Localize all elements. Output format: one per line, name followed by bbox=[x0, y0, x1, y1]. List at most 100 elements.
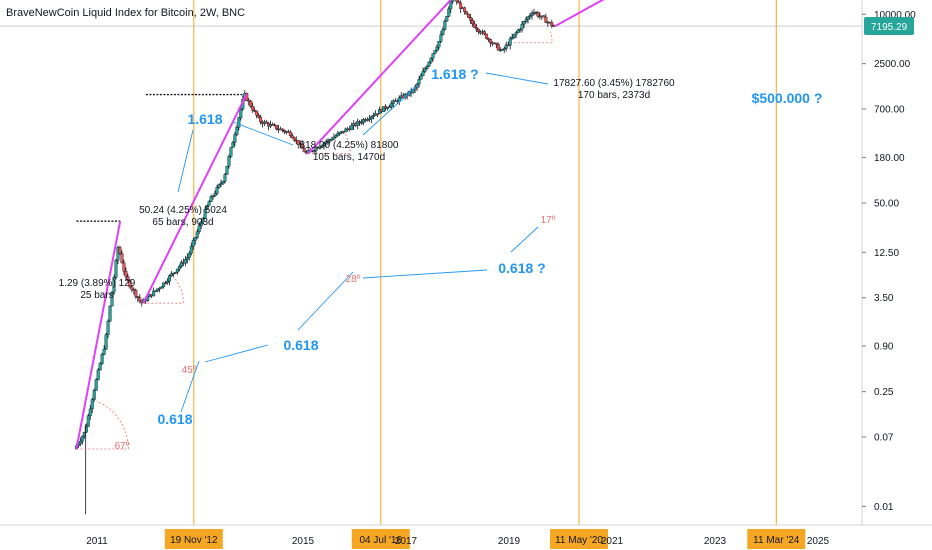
candle-body bbox=[292, 137, 296, 141]
chart-title: BraveNewCoin Liquid Index for Bitcoin, 2… bbox=[6, 7, 246, 19]
candle-body bbox=[259, 116, 263, 123]
candle-body bbox=[296, 139, 300, 146]
candle-body bbox=[520, 23, 524, 30]
date-badge-label: 11 May '20 bbox=[555, 535, 603, 546]
candle-body bbox=[217, 184, 221, 188]
candle-body bbox=[439, 34, 443, 42]
measure-label-1-sub: 25 bars bbox=[80, 290, 113, 301]
candle-body bbox=[457, 1, 461, 4]
candle-body bbox=[185, 257, 189, 260]
price-tick-label: 12.50 bbox=[874, 248, 899, 259]
price-tick-label: 0.90 bbox=[874, 342, 894, 353]
candle-body bbox=[112, 277, 116, 293]
candle-body bbox=[205, 205, 209, 210]
time-tick-label: 2017 bbox=[395, 536, 418, 547]
fib-label: 0.618 ? bbox=[498, 260, 545, 276]
candle-body bbox=[550, 22, 554, 26]
candle-body bbox=[162, 282, 166, 288]
date-highlight-lines: 19 Nov '12 04 Jul '16 11 May '20 11 Mar '24 bbox=[164, 0, 806, 549]
candle-body bbox=[326, 139, 330, 143]
candle-body bbox=[528, 15, 532, 18]
candle-body bbox=[96, 369, 100, 380]
candle-body bbox=[227, 156, 231, 167]
candle-body bbox=[195, 231, 199, 238]
date-badge bbox=[164, 529, 223, 549]
candle-body bbox=[158, 288, 162, 290]
candle-body bbox=[118, 247, 122, 254]
candle-body bbox=[506, 44, 510, 47]
candle-body bbox=[288, 131, 292, 136]
candle-body bbox=[336, 133, 340, 137]
trendline-cycle-4 bbox=[554, 0, 605, 27]
fib-label: 0.618 bbox=[157, 411, 192, 427]
candle-body bbox=[467, 13, 471, 18]
candle-body bbox=[389, 103, 393, 107]
candle-body bbox=[265, 121, 269, 124]
time-tick-label: 2021 bbox=[601, 536, 624, 547]
angle-arc bbox=[76, 400, 129, 450]
candle-body bbox=[169, 273, 173, 276]
candle-body bbox=[233, 134, 237, 143]
candle-body bbox=[302, 148, 306, 153]
candle-body bbox=[229, 147, 233, 157]
candle-body bbox=[350, 125, 354, 130]
measure-label-3-sub: 105 bars, 1470d bbox=[313, 152, 385, 163]
candle-body bbox=[362, 119, 366, 123]
fib-label: 1.618 ? bbox=[431, 66, 478, 82]
callout-line bbox=[485, 72, 549, 85]
angle-label: 28º bbox=[346, 274, 361, 285]
callouts bbox=[76, 31, 553, 450]
candle-body bbox=[201, 218, 205, 223]
candle-body bbox=[427, 61, 431, 67]
price-tick-label: 10000.00 bbox=[874, 10, 916, 21]
candle-body bbox=[502, 48, 506, 50]
candle-body bbox=[203, 209, 207, 219]
candlesticks bbox=[74, 0, 556, 515]
candle-body bbox=[381, 106, 385, 113]
candle-body bbox=[108, 305, 112, 322]
candle-body bbox=[136, 296, 140, 298]
candle-body bbox=[300, 143, 304, 149]
price-tick-label: 180.00 bbox=[874, 153, 905, 164]
target-label: $500.000 ? bbox=[752, 90, 823, 106]
candle-body bbox=[280, 128, 284, 131]
callout-line bbox=[510, 226, 539, 253]
current-price-label: 7195.29 bbox=[871, 22, 908, 33]
candle-body bbox=[124, 270, 128, 277]
candle-body bbox=[122, 262, 126, 272]
candle-body bbox=[471, 20, 475, 25]
candle-body bbox=[385, 107, 389, 109]
candle-body bbox=[223, 174, 227, 182]
candle-body bbox=[504, 44, 508, 49]
candle-body bbox=[544, 16, 548, 23]
trendlines[interactable] bbox=[75, 0, 828, 450]
candle-body bbox=[372, 115, 376, 117]
candle-body bbox=[100, 354, 104, 364]
candle-body bbox=[312, 150, 316, 153]
candle-body bbox=[235, 127, 239, 136]
candle-body bbox=[239, 108, 243, 118]
candle-body bbox=[518, 29, 522, 31]
time-tick-label: 2019 bbox=[498, 536, 521, 547]
candle-body bbox=[130, 286, 134, 290]
candle-body bbox=[138, 297, 142, 302]
candle-body bbox=[419, 75, 423, 80]
candle-body bbox=[441, 29, 445, 36]
candle-body bbox=[500, 49, 504, 51]
candle-body bbox=[387, 106, 391, 108]
angle-arc bbox=[143, 274, 184, 304]
candle-body bbox=[272, 124, 276, 126]
candle-body bbox=[366, 119, 370, 121]
candle-body bbox=[221, 181, 225, 184]
candle-body bbox=[437, 41, 441, 48]
candle-body bbox=[512, 34, 516, 38]
candle-body bbox=[134, 289, 138, 297]
measure-label-3: 818.00 (4.25%) 81800 bbox=[300, 140, 399, 151]
candle-body bbox=[237, 117, 241, 128]
date-badge-label: 04 Jul '16 bbox=[360, 535, 403, 546]
candle-body bbox=[360, 122, 364, 124]
candle-body bbox=[484, 33, 488, 39]
candle-body bbox=[476, 28, 480, 32]
candle-body bbox=[199, 221, 203, 226]
